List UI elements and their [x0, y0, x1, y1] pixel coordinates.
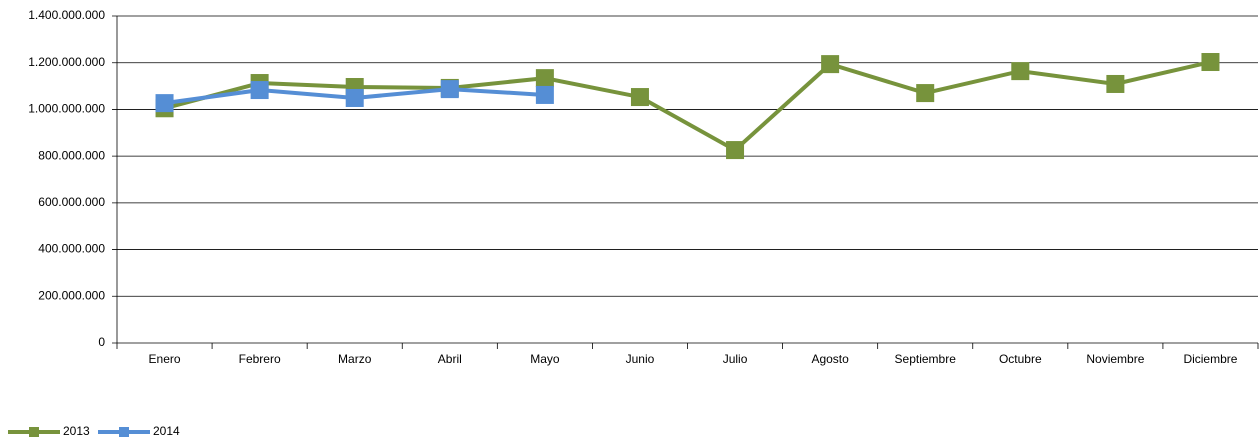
x-tick-label: Junio — [626, 352, 655, 366]
x-tick-label: Marzo — [338, 352, 372, 366]
y-tick-label: 1.200.000.000 — [28, 55, 105, 69]
y-tick-label: 600.000.000 — [38, 195, 105, 209]
marker — [726, 141, 745, 160]
marker — [535, 85, 554, 104]
x-tick-label: Julio — [723, 352, 748, 366]
marker — [345, 88, 364, 107]
x-tick-label: Mayo — [530, 352, 560, 366]
x-tick-label: Agosto — [811, 352, 849, 366]
marker — [916, 84, 935, 103]
marker — [1201, 53, 1220, 72]
legend-label: 2013 — [63, 424, 90, 438]
legend-marker — [29, 427, 39, 437]
marker — [1011, 62, 1030, 81]
y-tick-label: 1.400.000.000 — [28, 8, 105, 22]
marker — [155, 94, 174, 113]
x-tick-label: Diciembre — [1183, 352, 1237, 366]
x-tick-label: Noviembre — [1086, 352, 1144, 366]
marker — [440, 80, 459, 99]
legend-marker — [119, 427, 129, 437]
marker — [630, 88, 649, 107]
x-tick-label: Enero — [149, 352, 181, 366]
y-tick-label: 0 — [98, 335, 105, 349]
marker — [535, 69, 554, 88]
y-tick-label: 800.000.000 — [38, 148, 105, 162]
x-tick-label: Febrero — [239, 352, 281, 366]
marker — [250, 81, 269, 100]
legend-label: 2014 — [153, 424, 180, 438]
marker — [1106, 74, 1125, 93]
y-tick-label: 400.000.000 — [38, 242, 105, 256]
series-line — [164, 60, 1211, 153]
marker — [821, 55, 840, 74]
y-tick-label: 1.000.000.000 — [28, 102, 105, 116]
x-tick-label: Abril — [438, 352, 462, 366]
x-tick-label: Octubre — [999, 352, 1042, 366]
y-tick-label: 200.000.000 — [38, 288, 105, 302]
x-tick-label: Septiembre — [895, 352, 957, 366]
